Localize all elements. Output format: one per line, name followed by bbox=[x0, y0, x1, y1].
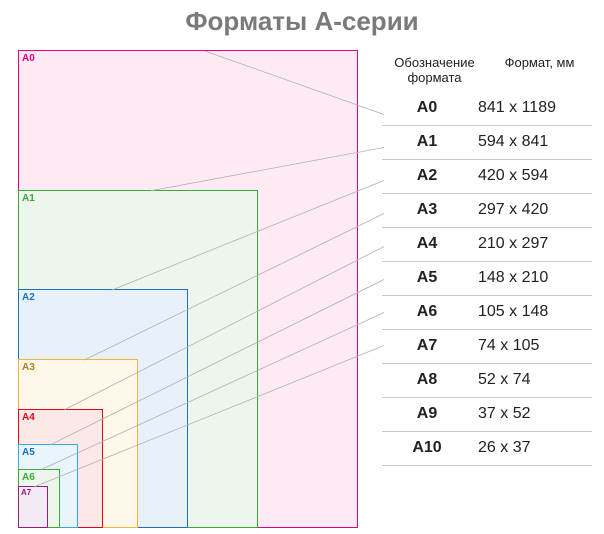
table-row: A4210 x 297 bbox=[382, 228, 592, 262]
format-name: A4 bbox=[382, 235, 472, 253]
format-rect-label: A0 bbox=[22, 53, 35, 64]
format-dims: 594 x 841 bbox=[472, 133, 592, 151]
table-row: A937 x 52 bbox=[382, 398, 592, 432]
format-dims: 297 x 420 bbox=[472, 201, 592, 219]
table-row: A3297 x 420 bbox=[382, 194, 592, 228]
page-title: Форматы А-серии bbox=[0, 6, 604, 37]
format-rect-label: A7 bbox=[21, 488, 31, 497]
format-name: A7 bbox=[382, 337, 472, 355]
format-dims: 420 x 594 bbox=[472, 167, 592, 185]
format-dims: 105 x 148 bbox=[472, 303, 592, 321]
table-row: A1026 x 37 bbox=[382, 432, 592, 466]
th-size: Формат, мм bbox=[487, 56, 592, 86]
table-row: A774 x 105 bbox=[382, 330, 592, 364]
format-dims: 74 x 105 bbox=[472, 337, 592, 355]
table-row: A5148 x 210 bbox=[382, 262, 592, 296]
format-name: A0 bbox=[382, 99, 472, 117]
nested-formats-diagram: A0 A1 A2 A3 A4 A5 A6 A7 bbox=[18, 50, 358, 528]
format-rect-label: A6 bbox=[22, 472, 35, 483]
table-row: A6105 x 148 bbox=[382, 296, 592, 330]
format-dims: 148 x 210 bbox=[472, 269, 592, 287]
table-header: Обозначение формата Формат, мм bbox=[382, 56, 592, 86]
formats-table: Обозначение формата Формат, мм A0841 x 1… bbox=[382, 56, 592, 466]
format-name: A3 bbox=[382, 201, 472, 219]
format-name: A2 bbox=[382, 167, 472, 185]
format-rect-label: A2 bbox=[22, 292, 35, 303]
format-name: A9 bbox=[382, 405, 472, 423]
format-rect-a7: A7 bbox=[18, 486, 48, 528]
format-dims: 37 x 52 bbox=[472, 405, 592, 423]
format-name: A8 bbox=[382, 371, 472, 389]
format-rect-label: A4 bbox=[22, 412, 35, 423]
format-name: A1 bbox=[382, 133, 472, 151]
format-name: A10 bbox=[382, 439, 472, 457]
format-rect-label: A5 bbox=[22, 447, 35, 458]
format-dims: 52 x 74 bbox=[472, 371, 592, 389]
format-rect-label: A3 bbox=[22, 362, 35, 373]
format-name: A5 bbox=[382, 269, 472, 287]
format-rect-label: A1 bbox=[22, 193, 35, 204]
table-row: A0841 x 1189 bbox=[382, 92, 592, 126]
format-name: A6 bbox=[382, 303, 472, 321]
format-dims: 26 x 37 bbox=[472, 439, 592, 457]
table-row: A852 x 74 bbox=[382, 364, 592, 398]
format-dims: 210 x 297 bbox=[472, 235, 592, 253]
table-row: A2420 x 594 bbox=[382, 160, 592, 194]
table-row: A1594 x 841 bbox=[382, 126, 592, 160]
format-dims: 841 x 1189 bbox=[472, 99, 592, 117]
th-designation: Обозначение формата bbox=[382, 56, 487, 86]
